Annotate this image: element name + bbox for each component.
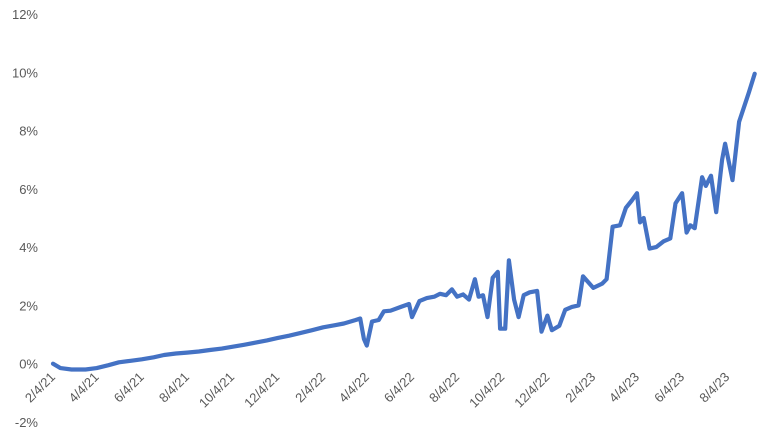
x-tick-label: 10/4/21 <box>196 369 237 410</box>
y-tick-label: 10% <box>12 65 38 80</box>
x-tick-label: 8/4/22 <box>426 369 462 405</box>
series-line <box>50 71 757 372</box>
x-tick-label: 8/4/23 <box>696 369 732 405</box>
x-tick-label: 4/4/22 <box>336 369 372 405</box>
y-tick-label: 0% <box>19 357 38 372</box>
x-tick-label: 12/4/21 <box>241 369 282 410</box>
x-tick-label: 2/4/22 <box>292 369 328 405</box>
x-axis-labels: 2/4/21 4/4/21 6/4/21 8/4/21 10/4/21 12/4/21 2/… <box>22 369 732 410</box>
y-tick-label: 12% <box>12 7 38 22</box>
x-tick-label: 6/4/23 <box>651 369 687 405</box>
x-tick-label: 6/4/22 <box>381 369 417 405</box>
x-tick-label: 2/4/21 <box>22 369 58 405</box>
y-tick-label: 4% <box>19 240 38 255</box>
x-tick-label: 12/4/22 <box>511 369 552 410</box>
y-tick-label: 8% <box>19 124 38 139</box>
y-tick-label: 2% <box>19 298 38 313</box>
x-tick-label: 10/4/22 <box>466 369 507 410</box>
x-tick-label: 8/4/21 <box>156 369 192 405</box>
series-layer <box>50 71 757 372</box>
y-axis-labels: -2% 0% 2% 4% 6% 8% 10% 12% <box>12 7 38 430</box>
x-tick-label: 4/4/23 <box>606 369 642 405</box>
x-tick-label: 6/4/21 <box>111 369 147 405</box>
x-tick-label: 2/4/23 <box>562 369 598 405</box>
y-tick-label: 6% <box>19 182 38 197</box>
x-tick-label: 4/4/21 <box>66 369 102 405</box>
y-tick-label: -2% <box>15 415 39 430</box>
